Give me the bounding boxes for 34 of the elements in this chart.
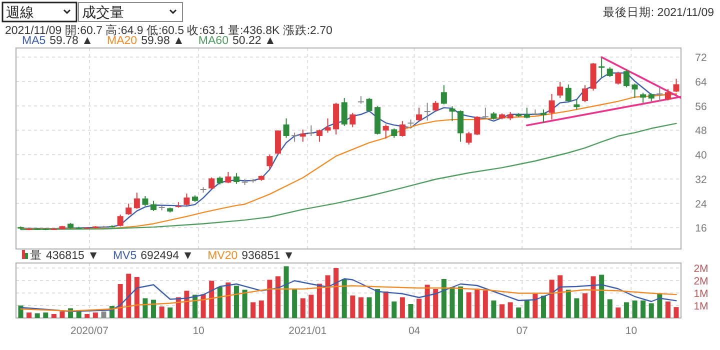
text: 59.98 ▲ (141, 35, 184, 47)
text: MA5 (22, 35, 46, 47)
text: MV5 (112, 250, 137, 262)
text: 成交量 (82, 4, 124, 20)
text: 59.78 ▲ (50, 35, 94, 47)
x-tick-label: 2020/07 (70, 325, 109, 337)
y-tick-label: 72 (695, 52, 707, 64)
text: 50.22 ▲ (232, 35, 276, 47)
y-tick-label: 56 (695, 100, 707, 113)
text: 692494 ▼ (140, 250, 194, 262)
x-tick-label: 10 (625, 325, 638, 337)
y-tick-label: 16 (695, 222, 707, 235)
text: 最後日期: 2021/11/09 (602, 6, 714, 19)
y-tick-label: 40 (695, 150, 707, 162)
y-tick-label: 1M (694, 288, 708, 300)
y-tick-label: 1M (694, 300, 708, 312)
text: MV20 (208, 250, 238, 262)
x-tick-label: 04 (408, 325, 420, 337)
x-tick-label: 07 (516, 325, 528, 337)
y-tick-label: 64 (695, 76, 707, 88)
text: 936851 ▼ (242, 250, 295, 262)
text: MA20 (107, 35, 138, 47)
y-tick-label: 2M (694, 276, 708, 288)
text: 2021/11/09 開:60.7 高:64.9 低:60.5 收:63.1 量:436.8K 漲跌:2.70 (5, 23, 332, 37)
y-tick-label: 2M (694, 263, 708, 275)
legend-label: 量 (30, 249, 42, 262)
x-tick-label: 2021/01 (288, 325, 327, 337)
text: 週線 (6, 4, 34, 20)
x-tick-label: 10 (192, 325, 205, 337)
y-tick-label: 24 (695, 198, 707, 210)
text: 436815 ▼ (46, 250, 99, 262)
text: MA60 (198, 35, 228, 47)
y-tick-label: 48 (695, 125, 707, 138)
y-tick-label: 32 (695, 174, 707, 186)
